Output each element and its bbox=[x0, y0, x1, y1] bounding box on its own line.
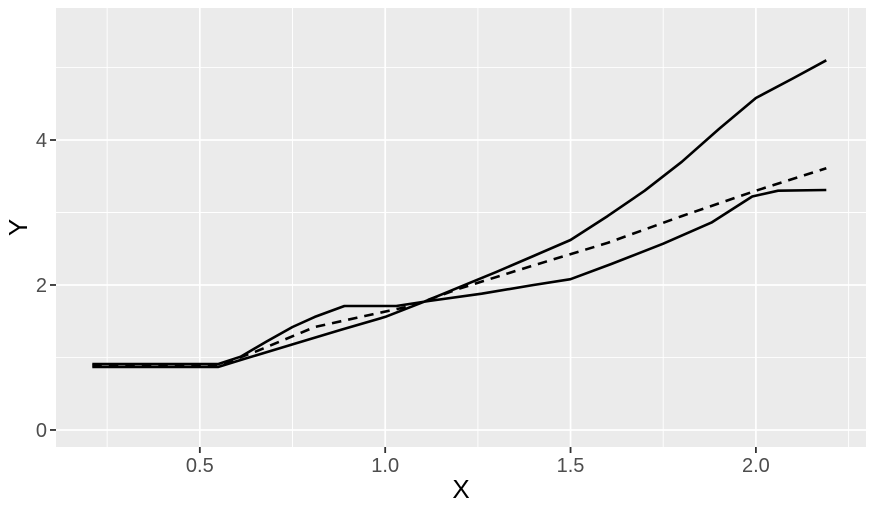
y-tick-labels: 0 2 4 bbox=[36, 130, 47, 442]
series-middle-dashed-line bbox=[92, 167, 827, 367]
series-upper-solid-curve bbox=[92, 59, 827, 369]
x-tick-label: 2.0 bbox=[742, 455, 770, 477]
y-tick-label: 2 bbox=[36, 275, 47, 297]
y-axis-title: Y bbox=[3, 219, 33, 236]
x-tick-label: 0.5 bbox=[186, 455, 214, 477]
y-tick-label: 4 bbox=[36, 130, 47, 152]
x-tick-label: 1.5 bbox=[557, 455, 585, 477]
series-lower-solid-curve bbox=[92, 188, 827, 366]
major-gridlines bbox=[56, 8, 866, 447]
x-tick-labels: 0.5 1.0 1.5 2.0 bbox=[186, 455, 770, 477]
panel-background bbox=[56, 8, 866, 447]
series-lines bbox=[92, 59, 827, 369]
minor-gridlines bbox=[56, 8, 866, 447]
x-axis-title: X bbox=[452, 474, 469, 504]
axis-tick-marks bbox=[50, 139, 757, 453]
x-tick-label: 1.0 bbox=[371, 455, 399, 477]
y-tick-label: 0 bbox=[36, 420, 47, 442]
